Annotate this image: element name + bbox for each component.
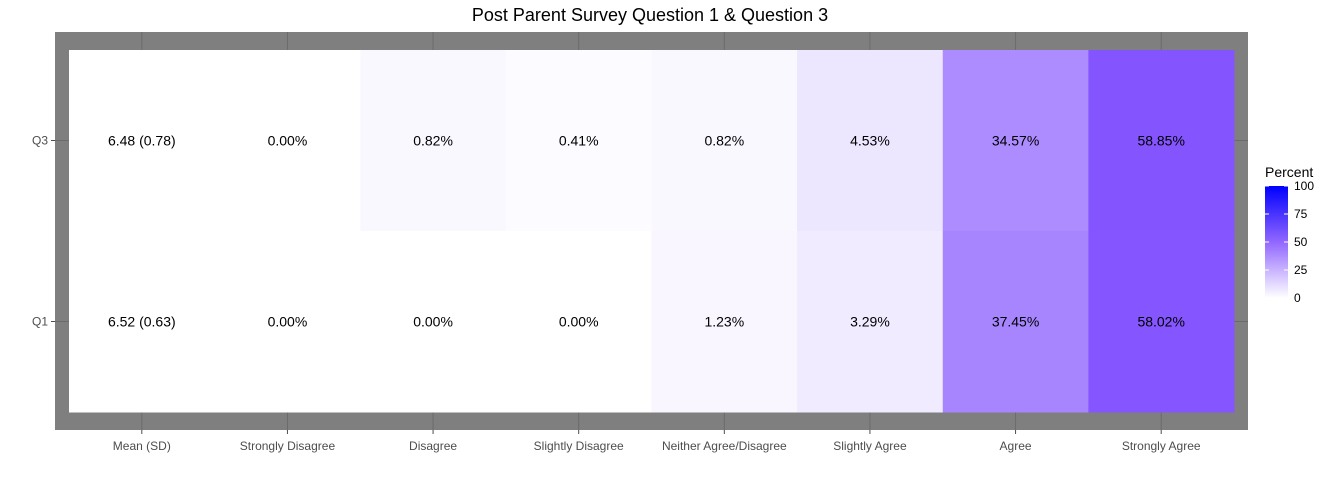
legend-ticks: 0 25 50 75 100 xyxy=(1265,179,1314,305)
cell-label: 0.82% xyxy=(413,133,453,149)
heatmap-cell xyxy=(505,231,652,413)
legend-tick-label: 75 xyxy=(1294,207,1308,221)
x-axis: Mean (SD) Strongly Disagree Disagree Slight… xyxy=(113,430,1201,453)
x-tick-label: Slightly Agree xyxy=(833,439,907,453)
cell-label: 37.45% xyxy=(992,314,1039,330)
heatmap-cell xyxy=(651,50,798,232)
cell-label: 0.00% xyxy=(559,314,599,330)
cell-label: 6.52 (0.63) xyxy=(108,314,176,330)
x-tick-label: Mean (SD) xyxy=(113,439,171,453)
legend-tick-label: 100 xyxy=(1294,179,1314,193)
heatmap-cell xyxy=(1088,50,1235,232)
heatmap-cell xyxy=(69,231,216,413)
y-tick-label: Q1 xyxy=(32,315,48,329)
cell-label: 34.57% xyxy=(992,133,1039,149)
heatmap-cell xyxy=(505,50,652,232)
legend-tick-label: 50 xyxy=(1294,235,1308,249)
x-tick-label: Slightly Disagree xyxy=(534,439,624,453)
legend-tick-label: 0 xyxy=(1294,291,1301,305)
cell-label: 0.00% xyxy=(268,314,308,330)
heatmap-cell xyxy=(942,50,1089,232)
cell-label: 0.00% xyxy=(413,314,453,330)
chart-title: Post Parent Survey Question 1 & Question… xyxy=(471,5,829,25)
x-tick-label: Neither Agree/Disagree xyxy=(662,439,787,453)
x-tick-label: Strongly Agree xyxy=(1122,439,1201,453)
heatmap-cell xyxy=(797,50,944,232)
x-tick-label: Strongly Disagree xyxy=(240,439,336,453)
cell-label: 1.23% xyxy=(704,314,744,330)
heatmap-cell xyxy=(942,231,1089,413)
y-tick-label: Q3 xyxy=(32,134,48,148)
cell-label: 0.00% xyxy=(268,133,308,149)
cell-label: 6.48 (0.78) xyxy=(108,133,176,149)
cell-label: 58.85% xyxy=(1137,133,1184,149)
x-tick-label: Disagree xyxy=(409,439,457,453)
cell-label: 3.29% xyxy=(850,314,890,330)
cell-label: 0.82% xyxy=(704,133,744,149)
cell-label: 4.53% xyxy=(850,133,890,149)
y-axis: Q3 Q1 xyxy=(32,134,55,329)
heatmap-cells xyxy=(69,50,1235,413)
legend-tick-label: 25 xyxy=(1294,263,1308,277)
heatmap-cell xyxy=(360,50,507,232)
cell-labels: 6.48 (0.78) 0.00% 0.82% 0.41% 0.82% 4.53% 34.5… xyxy=(108,133,1185,330)
x-tick-label: Agree xyxy=(1000,439,1032,453)
cell-label: 58.02% xyxy=(1137,314,1184,330)
heatmap-cell xyxy=(360,231,507,413)
cell-label: 0.41% xyxy=(559,133,599,149)
heatmap-cell xyxy=(1088,231,1235,413)
heatmap-cell xyxy=(214,50,361,232)
legend: Percent 0 25 50 75 100 xyxy=(1265,164,1314,305)
heatmap-cell xyxy=(651,231,798,413)
legend-colorbar xyxy=(1265,186,1288,298)
heatmap-cell xyxy=(69,50,216,232)
legend-title: Percent xyxy=(1265,164,1313,180)
heatmap-cell xyxy=(797,231,944,413)
heatmap-cell xyxy=(214,231,361,413)
